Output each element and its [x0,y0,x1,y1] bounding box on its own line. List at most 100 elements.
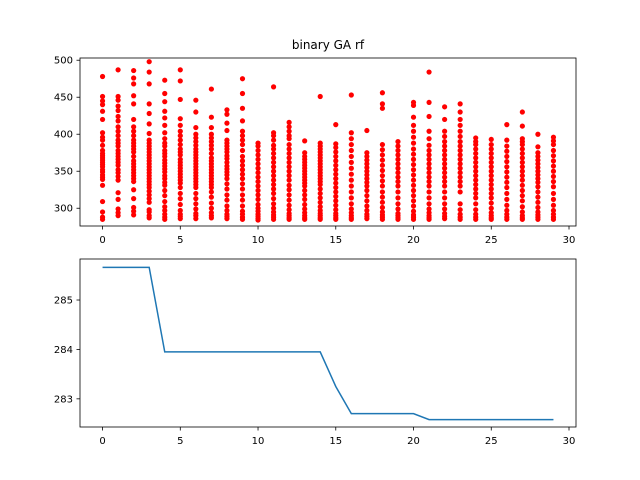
scatter-point [488,146,494,152]
scatter-point [473,159,479,165]
scatter-point [519,141,525,148]
scatter-point [193,190,199,197]
scatter-point [131,187,137,193]
top-y-tick-label: 450 [54,93,73,104]
scatter-point [410,156,417,162]
scatter-point [364,183,370,189]
scatter-point [364,207,370,214]
scatter-point [302,150,308,156]
scatter-point [519,168,525,174]
scatter-point [519,193,525,199]
scatter-point [317,181,323,188]
scatter-point [115,133,121,139]
scatter-point [99,176,106,182]
scatter-point [208,131,214,137]
top-scatter-panel: binary GA rf 0 5 10 15 20 25 30 300 350 400 450 500 [54,38,577,246]
top-x-tick-label: 15 [329,235,342,246]
scatter-point [131,81,137,87]
scatter-point [255,178,261,185]
scatter-point [426,183,432,189]
scatter-point [333,216,339,222]
scatter-point [317,216,323,222]
scatter-point [457,174,463,180]
scatter-point [270,142,277,148]
scatter-point [208,200,214,206]
scatter-point [426,170,432,176]
scatter-point [348,177,354,183]
top-y-tick-label: 350 [54,167,73,178]
scatter-point [379,105,386,111]
scatter-point [442,133,448,140]
scatter-point [177,122,183,128]
scatter-point [286,146,292,152]
scatter-point [364,153,370,160]
top-x-tick-label: 5 [177,235,183,246]
scatter-point [177,141,183,148]
scatter-point [535,144,541,150]
scatter-point [317,199,323,205]
scatter-point [379,101,386,107]
scatter-point [131,178,137,185]
scatter-point [535,150,541,156]
scatter-point [146,215,152,221]
scatter-point [410,161,417,168]
scatter-point [270,177,277,183]
scatter-point [348,136,354,142]
scatter-point [239,133,246,139]
scatter-point [519,150,525,157]
scatter-point [504,184,510,191]
scatter-point [473,190,479,197]
scatter-point [395,189,401,195]
scatter-point [488,186,494,192]
scatter-point [535,189,541,195]
scatter-point [379,90,386,96]
scatter-point [302,138,308,144]
scatter-point [379,199,386,205]
scatter-point [146,192,152,198]
scatter-point [177,180,183,186]
scatter-point [348,147,354,154]
scatter-point [286,202,292,208]
scatter-point [255,156,261,162]
scatter-point [115,113,121,120]
scatter-point [457,101,463,107]
scatter-point [364,215,370,222]
scatter-point [162,182,168,188]
scatter-point [270,186,277,192]
scatter-point [208,135,214,141]
scatter-point [131,124,137,130]
scatter-point [115,170,121,176]
scatter-point [270,190,277,197]
scatter-point [519,155,525,161]
scatter-point [270,155,277,161]
scatter-point [410,187,417,194]
scatter-point [239,153,246,160]
scatter-point [488,168,494,174]
scatter-point [193,206,199,212]
scatter-point [333,171,339,177]
scatter-point [302,192,308,198]
scatter-point [286,216,292,222]
bottom-x-tick-label: 15 [329,436,342,447]
scatter-point [504,137,510,143]
scatter-point [550,178,557,185]
scatter-point [550,190,557,197]
scatter-point [162,216,168,222]
scatter-point [224,127,230,134]
scatter-point [146,101,152,107]
top-x-tick-label: 0 [99,235,105,246]
scatter-point [442,165,448,171]
scatter-point [442,215,448,222]
scatter-point [224,176,230,182]
scatter-point [442,147,448,154]
scatter-point [302,196,308,202]
scatter-point [550,134,557,140]
scatter-point [395,165,401,171]
scatter-point [379,147,386,153]
top-axes-frame [79,57,577,227]
scatter-point [193,135,199,141]
scatter-point [457,133,463,140]
scatter-point [177,184,183,191]
scatter-point [364,193,370,199]
scatter-point [162,193,168,199]
